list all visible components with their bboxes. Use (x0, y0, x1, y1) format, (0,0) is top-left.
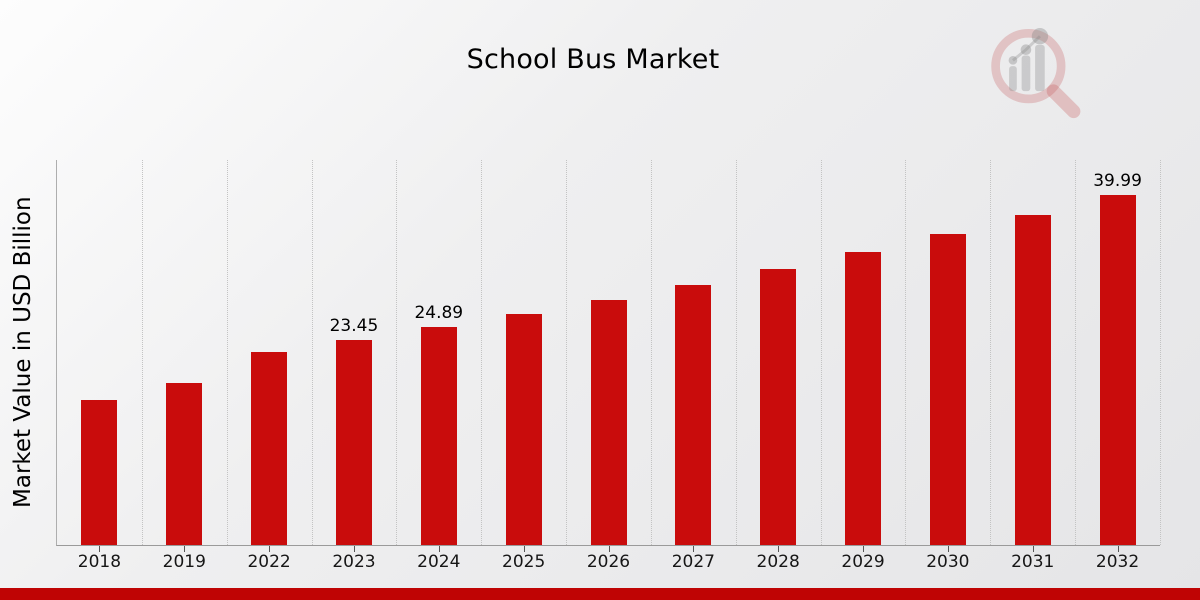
x-axis-tick (947, 546, 949, 552)
gridline (650, 160, 652, 545)
bar-value-label: 39.99 (1093, 171, 1142, 192)
x-axis-tick (353, 546, 355, 552)
plot-area: 2018 2019 2022 23.45 2023 24.89 2024 2025 2026 20… (56, 160, 1161, 572)
gridline (396, 160, 398, 545)
x-tick-label-2019: 2019 (162, 552, 206, 572)
x-tick-label-2029: 2029 (841, 552, 885, 572)
x-tick-label-2023: 2023 (332, 552, 376, 572)
bar-2024 (420, 327, 457, 545)
x-axis-tick (693, 546, 695, 552)
magnifier-bar-chart-logo-icon (991, 28, 1081, 119)
gridline (226, 160, 228, 545)
bar-2030 (929, 234, 966, 545)
bar-2025 (505, 313, 542, 545)
gridline (481, 160, 483, 545)
gridline (311, 160, 313, 545)
x-axis-tick (608, 546, 610, 552)
x-tick-label-2024: 2024 (417, 552, 461, 572)
footer-accent-bar (0, 588, 1200, 600)
y-axis-label: Market Value in USD Billion (10, 196, 36, 509)
gridline (1160, 160, 1161, 545)
bar-2029 (845, 252, 882, 545)
bar-2026 (590, 299, 627, 545)
bar-2022 (251, 351, 288, 545)
x-tick-label-2031: 2031 (1011, 552, 1055, 572)
bar-2028 (760, 268, 797, 545)
x-axis-tick (99, 546, 101, 552)
bar-2027 (675, 284, 712, 545)
x-tick-label-2026: 2026 (586, 552, 631, 572)
x-axis-tick (863, 546, 865, 552)
bar-2023 (335, 339, 372, 545)
gridline (735, 160, 737, 545)
gridline (820, 160, 822, 545)
x-axis-tick (778, 546, 780, 552)
bar-value-label: 24.89 (414, 303, 464, 324)
x-tick-label-2030: 2030 (926, 552, 970, 572)
bar-value-label: 23.45 (329, 315, 379, 336)
gridline (1075, 160, 1077, 545)
bar-2018 (81, 399, 118, 545)
gridline (566, 160, 568, 545)
chart-title: School Bus Market (466, 44, 720, 75)
x-tick-label-2028: 2028 (756, 552, 800, 572)
x-axis-tick (1032, 546, 1034, 552)
bar-2032 (1099, 195, 1136, 545)
x-tick-label-2022: 2022 (247, 552, 291, 572)
x-axis-tick (438, 546, 440, 552)
gridline (905, 160, 907, 545)
x-axis-tick (269, 546, 271, 552)
bar-2031 (1014, 215, 1051, 545)
gridline (141, 160, 143, 545)
x-axis-tick (1117, 546, 1119, 552)
gridline (990, 160, 992, 545)
x-tick-label-2025: 2025 (502, 552, 546, 572)
x-tick-label-2027: 2027 (671, 552, 715, 572)
x-tick-label-2032: 2032 (1095, 552, 1140, 572)
x-axis-tick (523, 546, 525, 552)
x-tick-label-2018: 2018 (77, 552, 122, 572)
x-axis-tick (184, 546, 186, 552)
bar-2019 (166, 383, 203, 545)
